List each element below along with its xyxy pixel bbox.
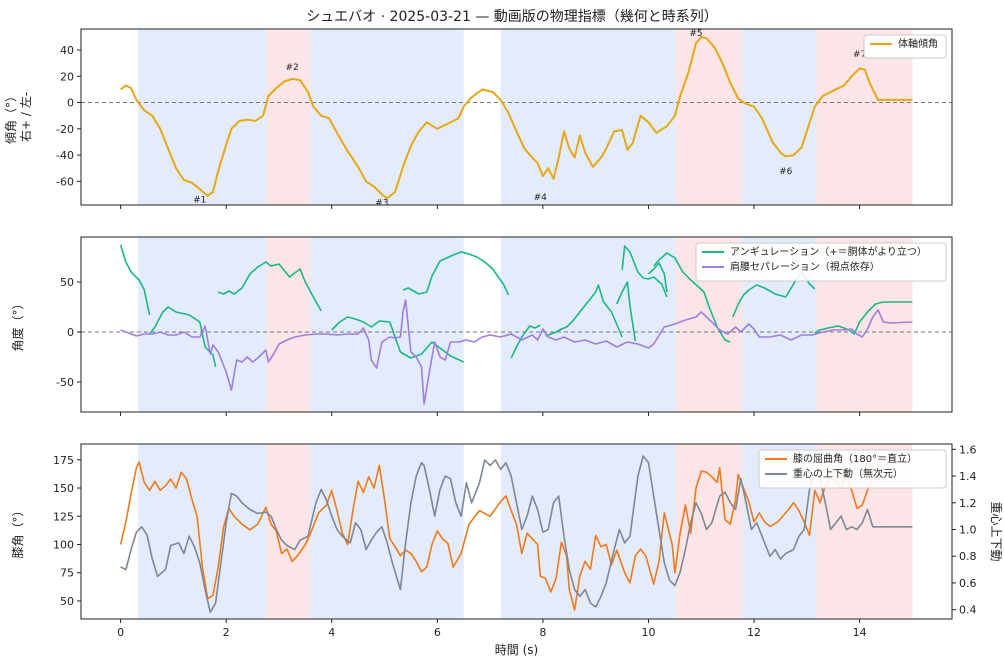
legend-box [758,449,947,489]
y-axis-label: 右+ / 左- [18,92,33,142]
x-tick-label: 4 [328,626,335,639]
series-tilt-1 [120,35,913,200]
x-axis-label: 時間 (s) [495,643,538,657]
phase-band-6 [742,29,817,205]
phase-band-1 [138,444,267,619]
series-angles-1-seg-8 [616,281,637,342]
plot-frame [80,443,953,620]
legend: 膝の屈曲角（180°＝直立） 重心の上下動（無次元） [758,449,947,489]
annotation-6: #6 [779,167,793,177]
x-tick-label: 6 [434,626,441,639]
x-tick-label: 14 [853,626,867,639]
annotation-1: #1 [193,196,206,206]
y-right-tick-label: 0.6 [959,577,977,590]
y-axis-label: 角度（°） [10,297,25,351]
annotation-5: #5 [689,29,702,39]
y-tick-label: 50 [60,276,74,289]
x-tick-label: 8 [539,626,546,639]
y-right-tick-label: 0.8 [959,550,977,563]
panel-knee-com: 50 75 100 125 150 175 0.4 0.6 0.8 1.0 1.2 1.4 1.6 0 2 4… [11,443,1003,657]
y-tick-label: 100 [53,538,74,551]
y-tick-label: 40 [60,44,74,57]
phase-band-3 [310,444,464,619]
y-tick-label: 20 [60,70,74,83]
y-tick-label: 75 [60,567,74,580]
phase-band-1 [138,237,267,412]
phase-band-1 [138,29,267,205]
series-angles-1-seg-1 [119,244,151,316]
series-angles-1-seg-10 [647,262,668,293]
series-angles-2 [120,299,913,405]
y-right-tick-label: 1.4 [959,470,977,483]
legend-label: 体軸傾角 [898,37,938,50]
x-tick-label: 10 [641,626,655,639]
series-angles-1-seg-3 [217,261,322,312]
phase-band-2 [266,444,311,619]
y-right-tick-label: 1.0 [959,523,977,536]
x-tick-label: 12 [747,626,761,639]
y-tick-label: -40 [56,149,74,162]
phase-band-2 [266,237,311,412]
x-tick-label: 2 [223,626,230,639]
x-tick-label: 0 [117,626,124,639]
annotation-3: #3 [375,198,388,208]
plot-frame [80,28,953,206]
y-axis-label-right: 重心上下動 [989,501,1003,561]
y-tick-label: 125 [53,510,74,523]
chart-title: シュエバオ · 2025-03-21 — 動画版の物理指標（幾何と時系列） [306,9,718,25]
y-tick-label: 0 [67,97,74,110]
y-tick-label: -50 [56,376,74,389]
y-tick-label: 0 [67,326,74,339]
panel-tilt: #1 #2 #3 #4 #5 #6 #7 -60 -40 -20 0 20 40 傾角（°） 右+ / 左-… [4,28,953,209]
plot-frame [80,236,953,413]
series-angles-1-seg-5 [402,251,510,296]
legend-label: 重心の上下動（無次元） [793,467,903,480]
series-knee-com-1 [119,461,879,611]
legend: アンギュレーション（+＝胴体がより立つ） 肩腰セパレーション（視点依存） [695,242,947,282]
y-axis-label: 傾角（°） [4,90,18,144]
y-tick-label: -60 [56,175,74,188]
y-tick-label: 150 [53,482,74,495]
phase-band-5 [675,444,743,619]
y-tick-label: 50 [60,595,74,608]
series-angles-1-seg-4 [331,316,465,363]
y-tick-label: -20 [56,123,74,136]
phase-band-5 [675,29,743,205]
annotation-2: #2 [286,63,299,73]
legend-label: アンギュレーション（+＝胴体がより立つ） [730,245,927,258]
plot-area [81,29,952,205]
annotation-4: #4 [534,193,548,203]
series-angles-1-seg-9 [621,245,668,298]
phase-band-3 [310,237,464,412]
legend-box [695,242,947,282]
legend-label: 膝の屈曲角（180°＝直立） [793,452,917,465]
plot-area [81,237,952,412]
legend: 体軸傾角 [863,34,947,59]
series-knee-com-2 [120,455,913,614]
y-axis-label: 膝角（°） [11,504,25,558]
series-angles-1-seg-7 [545,284,623,338]
y-right-tick-label: 0.4 [959,604,977,617]
phase-band-4 [500,237,676,412]
series-angles-1-seg-6 [510,324,541,359]
phase-band-3 [310,29,464,205]
panel-angles: -50 0 50 角度（°） アンギュレーション（+＝胴体がより立つ） 肩腰セパレーション… [10,236,953,416]
y-right-tick-label: 1.6 [959,443,977,456]
legend-box [863,34,947,59]
phase-band-4 [500,444,676,619]
series-angles-1-seg-13 [814,301,913,335]
annotation-7: #7 [853,50,866,60]
y-tick-label: 175 [53,454,74,467]
legend-label: 肩腰セパレーション（視点依存） [730,260,880,273]
phase-band-2 [266,29,311,205]
phase-band-4 [500,29,676,205]
y-right-tick-label: 1.2 [959,497,977,510]
